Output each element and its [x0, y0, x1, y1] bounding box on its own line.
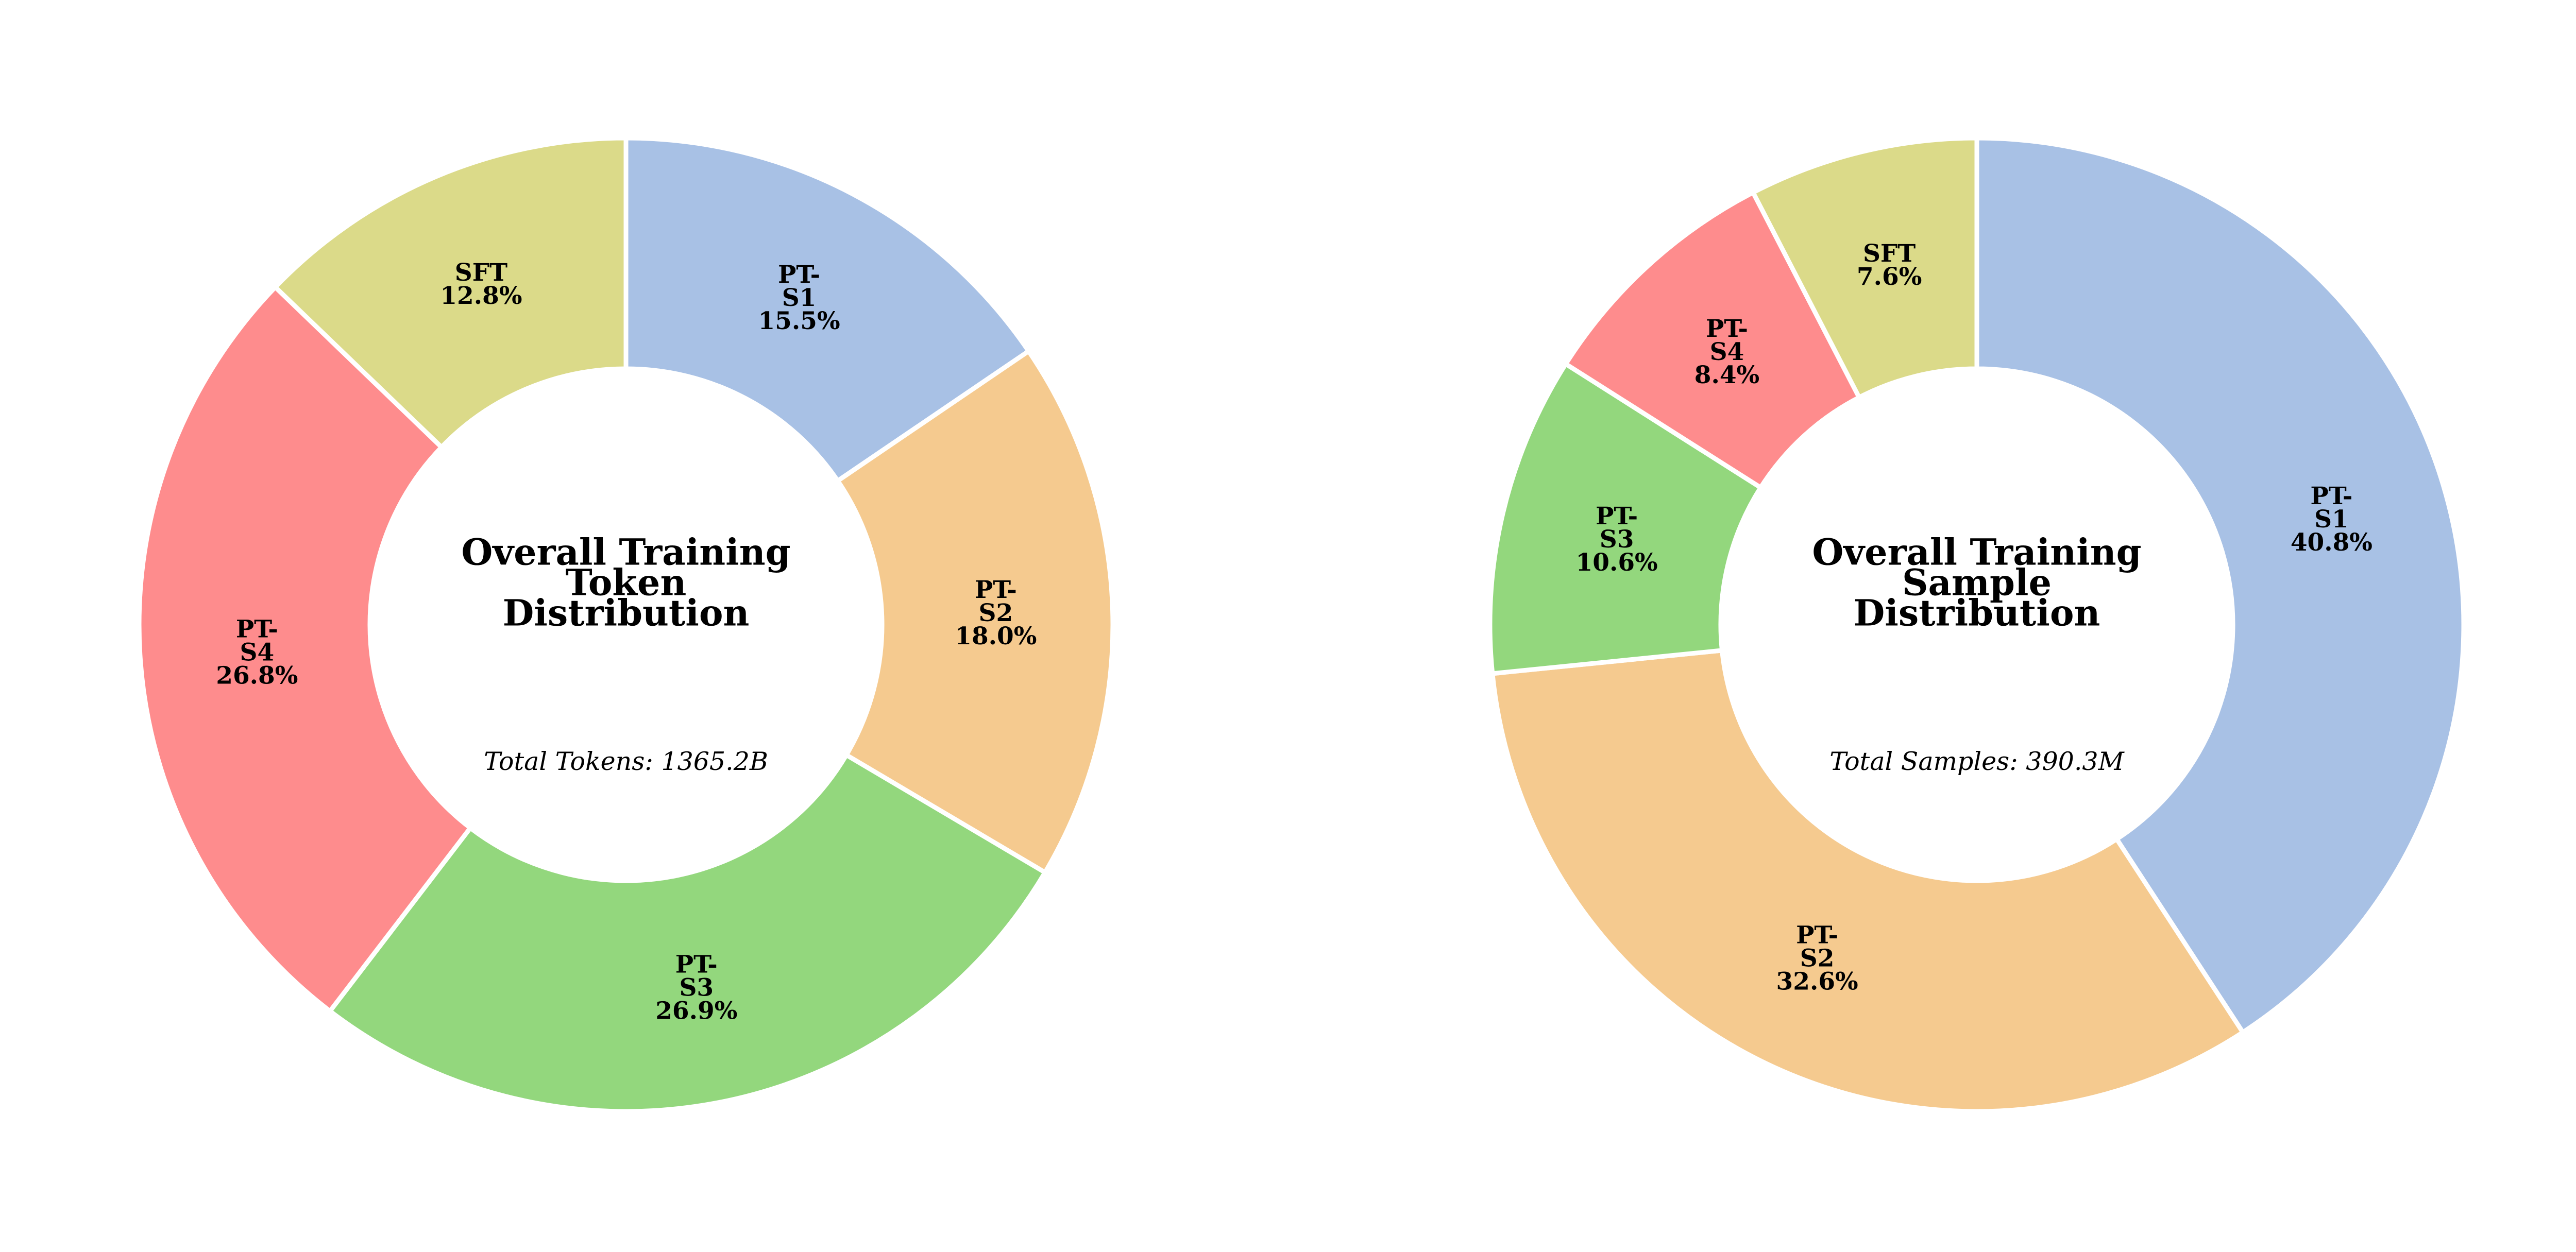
slice-label-pt-s4: PT-S4 8.4%	[1694, 315, 1759, 389]
slice-sft	[1751, 135, 1979, 400]
slice-label-pt-s3: PT-S3 10.6%	[1576, 502, 1658, 577]
slice-pt-s1	[1974, 135, 2466, 1035]
sample-distribution-donut: PT-S1 40.8% PT-S2 32.6% PT-S3 10.6% PT-S4 8.4% S…	[1487, 135, 2466, 1114]
slice-pt-s2	[1490, 648, 2245, 1114]
slice-label-pt-s1: PT-S1 15.5%	[758, 261, 840, 335]
total-text: Total Samples: 390.3M	[1829, 747, 2125, 776]
token-distribution-donut: PT-S1 15.5% PT-S2 18.0% PT-S3 26.9% PT-S4 26.8%…	[137, 135, 1115, 1114]
slice-sft	[273, 135, 629, 450]
slice-pt-s3	[328, 752, 1047, 1114]
slice-pt-s1	[623, 135, 1031, 484]
center-title: Overall Training Token Distribution	[461, 531, 790, 634]
slice-label-sft: SFT 12.8%	[440, 259, 522, 310]
slice-label-pt-s2: PT-S2 32.6%	[1776, 921, 1858, 996]
slice-label-pt-s2: PT-S2 18.0%	[955, 576, 1037, 650]
slice-label-sft: SFT 7.6%	[1857, 239, 1922, 291]
slice-pt-s4	[137, 285, 473, 1014]
slice-pt-s3	[1487, 362, 1763, 676]
slice-label-pt-s3: PT-S3 26.9%	[655, 951, 737, 1025]
center-title: Overall Training Sample Distribution	[1812, 531, 2141, 634]
slice-pt-s4	[1563, 190, 1862, 490]
slice-label-pt-s4: PT-S4 26.8%	[216, 615, 298, 690]
slice-label-pt-s1: PT-S1 40.8%	[2291, 482, 2372, 557]
slice-pt-s2	[835, 349, 1115, 875]
total-text: Total Tokens: 1365.2B	[484, 747, 768, 776]
